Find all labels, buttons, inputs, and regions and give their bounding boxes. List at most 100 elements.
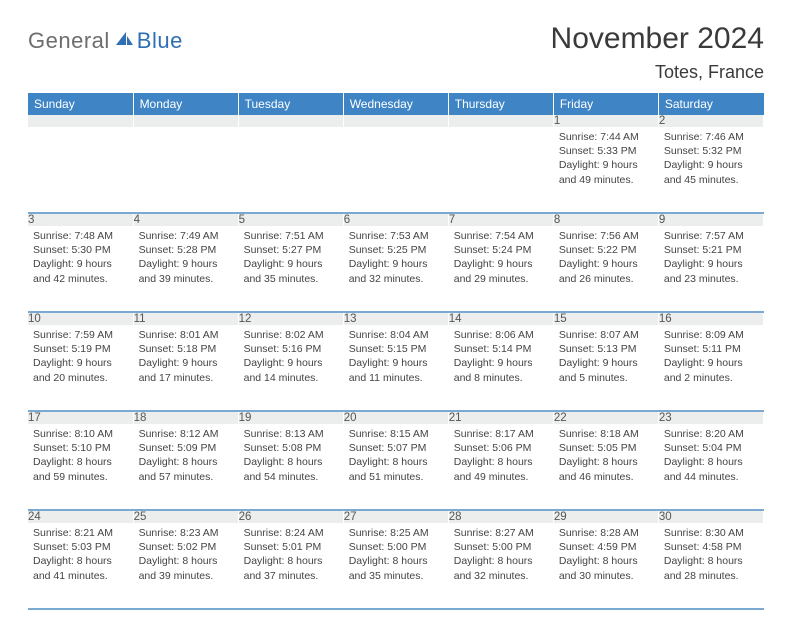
cell-content: Sunrise: 8:12 AMSunset: 5:09 PMDaylight:… — [134, 424, 238, 488]
sunrise-label: Sunrise: — [349, 527, 390, 539]
calendar-cell: Sunrise: 7:53 AMSunset: 5:25 PMDaylight:… — [343, 226, 448, 312]
sunrise-value: 8:13 AM — [285, 428, 324, 440]
sunrise-label: Sunrise: — [454, 230, 495, 242]
sunrise-value: 8:02 AM — [285, 329, 324, 341]
calendar-page: General Blue November 2024 Totes, France… — [0, 0, 792, 620]
daylight-label: Daylight: — [454, 456, 498, 468]
calendar-cell — [28, 127, 133, 213]
daynum-row: 17181920212223 — [28, 411, 764, 424]
cell-content: Sunrise: 7:56 AMSunset: 5:22 PMDaylight:… — [554, 226, 658, 290]
cell-content: Sunrise: 8:20 AMSunset: 5:04 PMDaylight:… — [659, 424, 763, 488]
day-number — [238, 115, 343, 127]
sunset-value: 5:08 PM — [282, 442, 321, 454]
daylight-label: Daylight: — [244, 357, 288, 369]
sunset-label: Sunset: — [139, 343, 178, 355]
day-number: 17 — [28, 411, 133, 424]
sunset-label: Sunset: — [244, 343, 283, 355]
sunrise-value: 8:20 AM — [705, 428, 744, 440]
cell-content: Sunrise: 8:15 AMSunset: 5:07 PMDaylight:… — [344, 424, 448, 488]
cell-content: Sunrise: 7:49 AMSunset: 5:28 PMDaylight:… — [134, 226, 238, 290]
calendar-cell — [448, 127, 553, 213]
sunset-value: 5:24 PM — [492, 244, 531, 256]
logo-sail-icon — [114, 30, 134, 53]
calendar-cell — [343, 127, 448, 213]
weekday-header: Saturday — [658, 93, 763, 115]
weekday-header: Tuesday — [238, 93, 343, 115]
daylight-label: Daylight: — [559, 456, 603, 468]
sunrise-value: 7:46 AM — [705, 131, 744, 143]
day-number: 9 — [658, 213, 763, 226]
sunrise-label: Sunrise: — [454, 329, 495, 341]
sunrise-label: Sunrise: — [139, 230, 180, 242]
calendar-cell: Sunrise: 8:23 AMSunset: 5:02 PMDaylight:… — [133, 523, 238, 609]
daynum-row: 10111213141516 — [28, 312, 764, 325]
sunset-label: Sunset: — [244, 442, 283, 454]
sunset-value: 4:59 PM — [597, 541, 636, 553]
cell-content: Sunrise: 7:48 AMSunset: 5:30 PMDaylight:… — [28, 226, 133, 290]
sunrise-label: Sunrise: — [559, 527, 600, 539]
calendar-cell: Sunrise: 8:27 AMSunset: 5:00 PMDaylight:… — [448, 523, 553, 609]
sunset-label: Sunset: — [664, 541, 703, 553]
calendar-cell: Sunrise: 8:02 AMSunset: 5:16 PM Daylight:… — [238, 325, 343, 411]
cell-content: Sunrise: 7:59 AMSunset: 5:19 PMDaylight:… — [28, 325, 133, 389]
calendar-cell: Sunrise: 8:17 AMSunset: 5:06 PMDaylight:… — [448, 424, 553, 510]
day-number: 29 — [553, 510, 658, 523]
day-number: 26 — [238, 510, 343, 523]
sunrise-label: Sunrise: — [244, 329, 285, 341]
daylight-label: Daylight: — [33, 357, 77, 369]
sunset-label: Sunset: — [559, 442, 598, 454]
daylight-label: Daylight: — [664, 555, 708, 567]
content-row: Sunrise: 7:59 AM Sunset: 5:19 PM Daylight:… — [28, 325, 764, 411]
daylight-label: Daylight: — [139, 357, 183, 369]
daylight-label: Daylight: — [139, 555, 183, 567]
day-number: 13 — [343, 312, 448, 325]
sunrise-label: Sunrise: — [244, 230, 285, 242]
calendar-cell: Sunrise: 8:18 AMSunset: 5:05 PMDaylight:… — [553, 424, 658, 510]
calendar-cell: Sunrise: 8:24 AMSunset: 5:01 PMDaylight:… — [238, 523, 343, 609]
daylight-label: Daylight: — [454, 555, 498, 567]
content-row: Sunrise: 8:21 AMSunset: 5:03 PMDaylight:… — [28, 523, 764, 609]
day-number: 8 — [553, 213, 658, 226]
sunset-value: 5:19 PM — [72, 343, 111, 355]
sunset-label: Sunset: — [349, 343, 388, 355]
sunset-label: Sunset: — [664, 442, 703, 454]
sunrise-label: Sunrise: — [33, 230, 74, 242]
daylight-label: Daylight: — [559, 357, 603, 369]
sunrise-value: 8:25 AM — [390, 527, 429, 539]
sunrise-value: 8:18 AM — [600, 428, 639, 440]
sunset-value: 5:16 PM — [282, 343, 321, 355]
day-number: 1 — [553, 115, 658, 127]
sunset-label: Sunset: — [559, 343, 598, 355]
calendar-cell: Sunrise: 8:09 AMSunset: 5:11 PMDaylight:… — [658, 325, 763, 411]
sunset-value: 5:13 PM — [597, 343, 636, 355]
sunset-value: 5:01 PM — [282, 541, 321, 553]
logo-text-general: General — [28, 28, 110, 54]
month-title: November 2024 — [551, 22, 764, 56]
sunrise-value: 8:28 AM — [600, 527, 639, 539]
sunrise-value: 7:48 AM — [74, 230, 113, 242]
sunrise-label: Sunrise: — [139, 329, 180, 341]
sunrise-label: Sunrise: — [33, 428, 74, 440]
sunrise-label: Sunrise: — [559, 131, 600, 143]
sunrise-label: Sunrise: — [139, 527, 180, 539]
calendar-cell: Sunrise: 8:07 AMSunset: 5:13 PMDaylight:… — [553, 325, 658, 411]
sunrise-value: 8:07 AM — [600, 329, 639, 341]
sunrise-value: 8:30 AM — [705, 527, 744, 539]
sunrise-value: 7:53 AM — [390, 230, 429, 242]
daynum-row: 24252627282930 — [28, 510, 764, 523]
day-number: 2 — [658, 115, 763, 127]
sunrise-value: 8:04 AM — [390, 329, 429, 341]
calendar-cell: Sunrise: 7:46 AMSunset: 5:32 PMDaylight:… — [658, 127, 763, 213]
daylight-label: Daylight: — [559, 258, 603, 270]
sunrise-label: Sunrise: — [244, 527, 285, 539]
sunrise-label: Sunrise: — [349, 428, 390, 440]
day-number — [133, 115, 238, 127]
day-number: 14 — [448, 312, 553, 325]
day-number: 23 — [658, 411, 763, 424]
calendar-cell: Sunrise: 7:51 AMSunset: 5:27 PMDaylight:… — [238, 226, 343, 312]
weekday-header: Thursday — [448, 93, 553, 115]
sunrise-value: 8:06 AM — [495, 329, 534, 341]
weekday-header: Wednesday — [343, 93, 448, 115]
sunrise-value: 7:59 AM — [74, 329, 113, 341]
daylight-label: Daylight: — [664, 258, 708, 270]
